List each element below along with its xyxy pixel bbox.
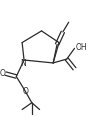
Text: N: N: [20, 59, 26, 68]
Text: OH: OH: [76, 43, 87, 52]
Text: O: O: [23, 87, 29, 96]
Text: O: O: [0, 69, 6, 78]
